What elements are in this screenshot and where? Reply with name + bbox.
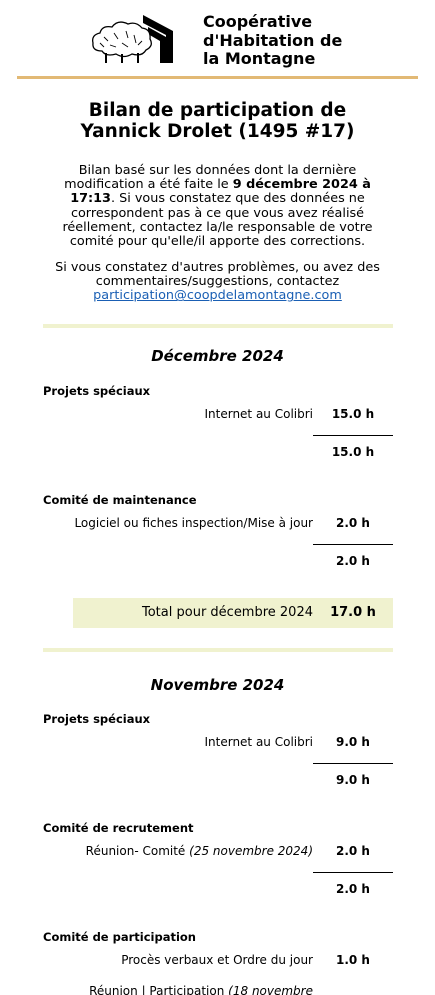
category-title: Comité de participation: [43, 930, 196, 944]
category-title: Comité de recrutement: [43, 821, 194, 835]
org-name-line: Coopérative: [203, 12, 313, 31]
subtotal-divider: [313, 435, 393, 436]
category-subtotal: 2.0 h: [336, 554, 370, 568]
month-divider: [43, 324, 393, 328]
org-name-line: la Montagne: [203, 49, 316, 68]
activity-label: Internet au Colibri: [204, 407, 313, 421]
intro-paragraph: Bilan basé sur les données dont la derni…: [40, 163, 395, 250]
contact-paragraph: Si vous constatez d'autres problèmes, ou…: [40, 260, 395, 304]
category-subtotal: 9.0 h: [336, 773, 370, 787]
intro-text: . Si vous constatez que des données ne c…: [62, 191, 373, 250]
activity-label: Procès verbaux et Ordre du jour: [121, 953, 313, 967]
last-modified-date: 9 décembre 2024 à 17:13: [70, 177, 371, 207]
activity-label: Réunion | Participation (18 novembre: [89, 984, 313, 995]
month-total-bar: Total pour décembre 2024 17.0 h: [73, 598, 393, 628]
category-title: Projets spéciaux: [43, 384, 151, 398]
month-divider: [43, 648, 393, 652]
month-total-label: Total pour décembre 2024: [142, 605, 313, 620]
category-subtotal: 2.0 h: [336, 882, 370, 896]
coop-logo: [92, 15, 173, 63]
contact-text: Si vous constatez d'autres problèmes, ou…: [55, 260, 380, 290]
activity-name: Réunion- Comité: [85, 844, 186, 858]
activity-label: Internet au Colibri: [204, 735, 313, 749]
site-header: Coopérative d'Habitation de la Montagne: [0, 0, 435, 79]
category-title: Comité de maintenance: [43, 493, 197, 507]
month-title: Décembre 2024: [151, 347, 284, 365]
subtotal-divider: [313, 763, 393, 764]
subtotal-divider: [313, 872, 393, 873]
header-divider: [17, 76, 418, 79]
month-title: Novembre 2024: [150, 676, 285, 694]
activity-date: (25 novembre 2024): [189, 844, 313, 858]
page-title-line: Bilan de participation de: [88, 100, 347, 121]
category-title: Projets spéciaux: [43, 712, 151, 726]
activity-date: (18 novembre: [228, 984, 313, 995]
activity-label: Réunion- Comité (25 novembre 2024): [86, 844, 313, 858]
activity-hours: 1.0 h: [336, 953, 370, 967]
page-title: Bilan de participation de Yannick Drolet…: [0, 100, 435, 142]
category-subtotal: 15.0 h: [331, 445, 375, 459]
intro-text: Bilan basé sur les données dont la derni…: [64, 163, 357, 193]
page-title-line: Yannick Drolet (1495 #17): [80, 121, 355, 142]
activity-name: Réunion | Participation: [89, 984, 225, 995]
org-name-line: d'Habitation de: [203, 30, 343, 50]
month-total-hours: 17.0 h: [330, 605, 376, 620]
organization-name: Coopérative d'Habitation de la Montagne: [203, 12, 343, 69]
activity-label: Logiciel ou fiches inspection/Mise à jou…: [74, 516, 313, 530]
subtotal-divider: [313, 544, 393, 545]
contact-email-link[interactable]: participation@coopdelamontagne.com: [93, 288, 342, 304]
activity-hours: 2.0 h: [336, 516, 370, 530]
activity-hours: 2.0 h: [336, 844, 370, 858]
activity-hours: 15.0 h: [331, 407, 375, 421]
activity-hours: 9.0 h: [336, 735, 370, 749]
